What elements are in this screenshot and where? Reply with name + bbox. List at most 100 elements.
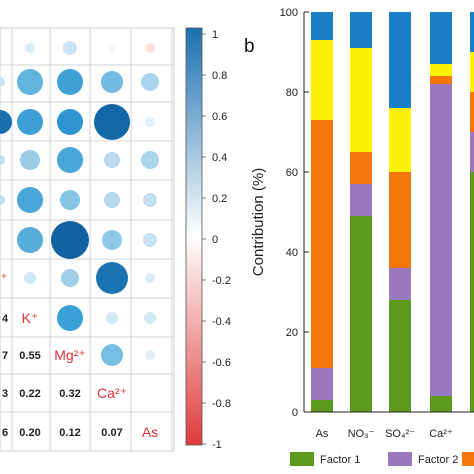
correlation-circle (104, 152, 120, 168)
correlation-value: 0.07 (101, 427, 122, 439)
y-axis: 0 20 40 60 80 100 (280, 7, 309, 419)
correlation-circles (0, 41, 159, 366)
bar-segment (311, 40, 333, 120)
bar-segment (350, 152, 372, 184)
correlation-circle (60, 190, 80, 210)
correlation-circle (63, 41, 77, 55)
bar-segment (350, 216, 372, 412)
colorbar-tick-label: 0 (212, 234, 218, 246)
correlation-circle (0, 110, 12, 134)
bar-segment (311, 12, 333, 40)
correlation-circle (24, 272, 36, 284)
correlation-circle (101, 71, 123, 93)
correlation-circle (143, 193, 157, 207)
correlation-values: 4 7 0.55 3 0.22 0.32 6 0.20 0.12 0.07 ⁺ (0, 270, 122, 439)
legend-swatch (290, 452, 314, 466)
bar-segment (311, 120, 333, 368)
correlation-circle (17, 69, 43, 95)
colorbar-tick-label: -1 (212, 439, 222, 451)
correlation-circle (57, 109, 83, 135)
bar-segment (350, 184, 372, 216)
panel-b-label: b (244, 36, 255, 57)
bar-segment-cropped (470, 132, 474, 172)
correlation-circle (104, 192, 120, 208)
correlation-value: 0.12 (59, 427, 80, 439)
correlation-circle (106, 312, 118, 324)
correlation-circle (109, 45, 115, 51)
correlation-circle (141, 151, 159, 169)
y-tick-label: 40 (286, 247, 298, 259)
y-tick-label: 80 (286, 87, 298, 99)
correlation-circle (101, 344, 123, 366)
x-tick-label: NO₃⁻ (348, 428, 375, 440)
bar-segment-cropped (470, 172, 474, 412)
bar-segment-cropped (470, 52, 474, 92)
bar-segment (389, 300, 411, 412)
correlation-circle (17, 109, 43, 135)
diagonal-labels: K⁺ Mg²⁺ Ca²⁺ As (22, 310, 159, 440)
bar-segment (350, 12, 372, 48)
correlation-circle (144, 312, 156, 324)
bar-segment (430, 76, 452, 84)
bar-segment (311, 368, 333, 400)
correlation-circle (0, 77, 5, 87)
bar-segment-cropped (470, 92, 474, 132)
correlation-value: 6 (2, 427, 8, 439)
correlation-matrix: 4 7 0.55 3 0.22 0.32 6 0.20 0.12 0.07 ⁺ K⁺ Mg²⁺ Ca²⁺… (0, 27, 175, 452)
correlation-circle (51, 221, 89, 259)
correlation-circle (96, 262, 128, 294)
correlation-circle (57, 69, 83, 95)
x-axis-labels: As NO₃⁻ SO₄²⁻ Ca²⁺ (316, 428, 453, 440)
diagonal-label: Ca²⁺ (97, 385, 127, 401)
correlation-value: 0.55 (19, 350, 40, 362)
bar-segment (389, 172, 411, 268)
bar-segment (389, 108, 411, 172)
colorbar-tick-label: -0.8 (212, 398, 231, 410)
y-tick-label: 0 (292, 407, 298, 419)
stacked-bar-chart: Contribution (%) 0 20 40 60 80 100 As NO₃⁻ SO₄²… (250, 7, 474, 440)
correlation-circle (145, 117, 155, 127)
diagonal-label: Mg²⁺ (54, 347, 86, 363)
y-tick-label: 100 (280, 7, 298, 19)
correlation-circle (0, 195, 5, 205)
correlation-circle (0, 155, 5, 165)
correlation-circle (94, 104, 130, 140)
correlation-circle (102, 230, 122, 250)
correlation-circle (20, 150, 40, 170)
colorbar-tick-label: -0.4 (212, 316, 231, 328)
diagonal-label: K⁺ (22, 310, 39, 326)
correlation-value: 0.22 (19, 388, 40, 400)
diagonal-label: As (142, 424, 158, 440)
cropped-label-fragment: ⁺ (0, 270, 7, 286)
bar-segment (430, 396, 452, 412)
bar-segment (311, 400, 333, 412)
x-tick-label: As (316, 428, 329, 440)
correlation-circle (143, 233, 157, 247)
bar-segment (430, 84, 452, 396)
bar-segment (430, 64, 452, 76)
y-tick-label: 60 (286, 167, 298, 179)
bar-segment (389, 12, 411, 108)
correlation-circle (145, 273, 155, 283)
correlation-value: 0.20 (19, 427, 40, 439)
legend-swatch (462, 452, 474, 466)
legend: Factor 1 Factor 2 (290, 452, 474, 466)
correlation-value: 7 (2, 350, 8, 362)
correlation-circle (17, 187, 43, 213)
correlation-circle (57, 147, 83, 173)
correlation-value: 4 (2, 313, 9, 325)
bar-segment (389, 268, 411, 300)
y-tick-label: 20 (286, 327, 298, 339)
correlation-circle (141, 73, 159, 91)
correlation-value: 3 (2, 388, 8, 400)
correlation-circle (61, 269, 79, 287)
colorbar-tick-label: 0.2 (212, 193, 227, 205)
bars (311, 12, 474, 412)
x-tick-label: SO₄²⁻ (385, 428, 415, 440)
colorbar-tick-label: 0.6 (212, 111, 227, 123)
x-tick-label: Ca²⁺ (429, 428, 453, 440)
correlation-value: 0.32 (59, 388, 80, 400)
colorbar-tick-label: -0.6 (212, 357, 231, 369)
correlation-circle (145, 350, 155, 360)
